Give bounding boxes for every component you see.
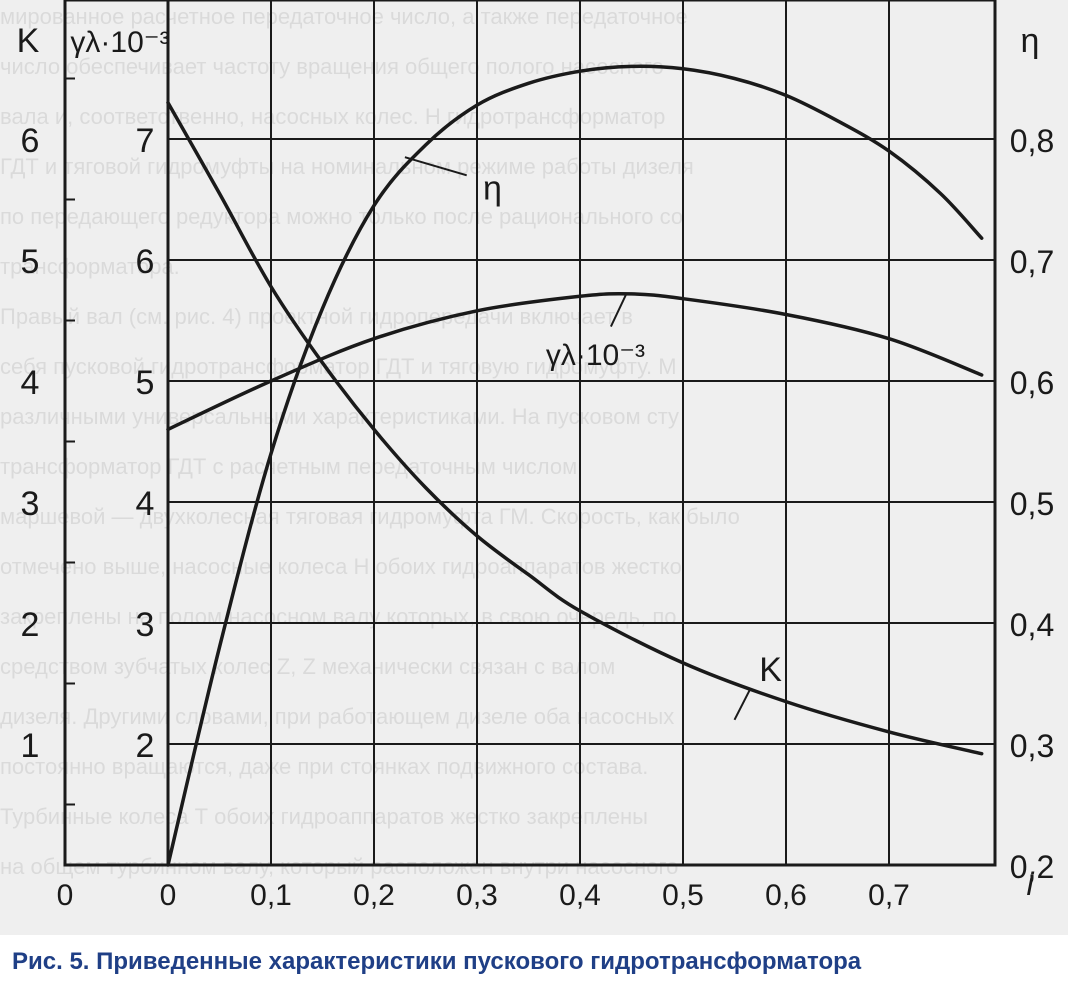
k-curve <box>166 100 984 756</box>
lambda-label-leader <box>609 293 628 327</box>
background-text-line: вала и, соответственно, насосных колес. … <box>0 104 666 129</box>
background-text-line: Турбинные колеса Т обоих гидроаппаратов … <box>0 804 648 829</box>
background-text-line: по передающего редуктора можно только по… <box>0 204 684 229</box>
k-axis-zero-label: 0 <box>57 879 74 912</box>
background-text-line: постоянно вращаются, даже при стоянках п… <box>0 754 649 779</box>
x-tick-label: 0,6 <box>765 879 807 912</box>
eta-tick-label: 0,4 <box>1010 607 1054 643</box>
background-text-line: трансформатор ГДТ с расчетным передаточн… <box>0 454 578 479</box>
lambda-tick-label: 2 <box>136 727 155 765</box>
eta-tick-label: 0,5 <box>1010 486 1054 522</box>
k-tick-label: 1 <box>21 727 40 765</box>
x-tick-label: 0,3 <box>456 879 498 912</box>
lambda-tick-label: 5 <box>136 364 155 402</box>
background-text-line: отмечено выше, насосные колеса Н обоих г… <box>0 554 682 579</box>
eta-tick-label: 0,2 <box>1010 849 1054 885</box>
lambda-axis-label: γλ·10⁻³ <box>70 26 169 59</box>
lambda-tick-label: 4 <box>136 485 155 523</box>
eta-tick-label: 0,3 <box>1010 728 1054 764</box>
x-axis-label: i <box>1026 866 1034 902</box>
background-text-line: средством зубчатых колес Z, Z механическ… <box>0 654 616 679</box>
lambda-tick-label: 3 <box>136 606 155 644</box>
eta-axis-label: η <box>1021 22 1040 60</box>
x-tick-label: 0,4 <box>559 879 601 912</box>
lambda-curve <box>166 291 984 432</box>
background-text-line: закреплены на полом насосном валу которы… <box>0 604 677 629</box>
x-tick-label: 0,5 <box>662 879 704 912</box>
figure-caption: Рис. 5. Приведенные характеристики пуско… <box>12 948 862 975</box>
eta-label-leader <box>404 156 467 177</box>
background-text-line: дизеля. Другими словами, при работающем … <box>0 704 675 729</box>
k-axis-label: K <box>17 22 40 60</box>
background-text-line: мированное расчетное передаточное число,… <box>0 4 688 29</box>
x-tick-label: 0 <box>160 879 177 912</box>
k-label-leader <box>733 689 751 721</box>
eta-tick-label: 0,8 <box>1010 123 1054 159</box>
eta-tick-label: 0,7 <box>1010 244 1054 280</box>
background-text-line: трансформатора. <box>0 254 180 279</box>
k-tick-label: 4 <box>21 364 40 402</box>
x-tick-label: 0,1 <box>250 879 292 912</box>
x-tick-label: 0,2 <box>353 879 395 912</box>
plot-area: мированное расчетное передаточное число,… <box>0 0 1068 935</box>
eta-curve <box>166 64 984 867</box>
plot-frame <box>63 0 997 867</box>
k-tick-label: 3 <box>21 485 40 523</box>
eta-curve-label: η <box>483 169 502 207</box>
lambda-curve-label: γλ·10⁻³ <box>546 339 645 372</box>
background-text-line: себя пусковой гидротрансформатор ГДТ и т… <box>0 354 677 379</box>
x-tick-label: 0,7 <box>868 879 910 912</box>
k-tick-label: 5 <box>21 243 40 281</box>
eta-tick-label: 0,6 <box>1010 365 1054 401</box>
background-text-line: маршевой — двухколесная тяговая гидромуф… <box>0 504 740 529</box>
background-text-line: различными универсальными характеристика… <box>0 404 680 429</box>
characteristics-chart: 0 0,1 0,2 0,3 0,4 0,5 0,6 0,7 0 i 1 2 3 4 5 6 K 2 3 4 5 6 7 γλ·… <box>17 0 1054 912</box>
k-tick-label: 6 <box>21 122 40 160</box>
background-text-line: ГДТ и тяговой гидромуфты на номинальном … <box>0 154 694 179</box>
k-tick-label: 2 <box>21 606 40 644</box>
k-curve-label: K <box>759 651 782 689</box>
lambda-tick-label: 7 <box>136 122 155 160</box>
lambda-tick-label: 6 <box>136 243 155 281</box>
